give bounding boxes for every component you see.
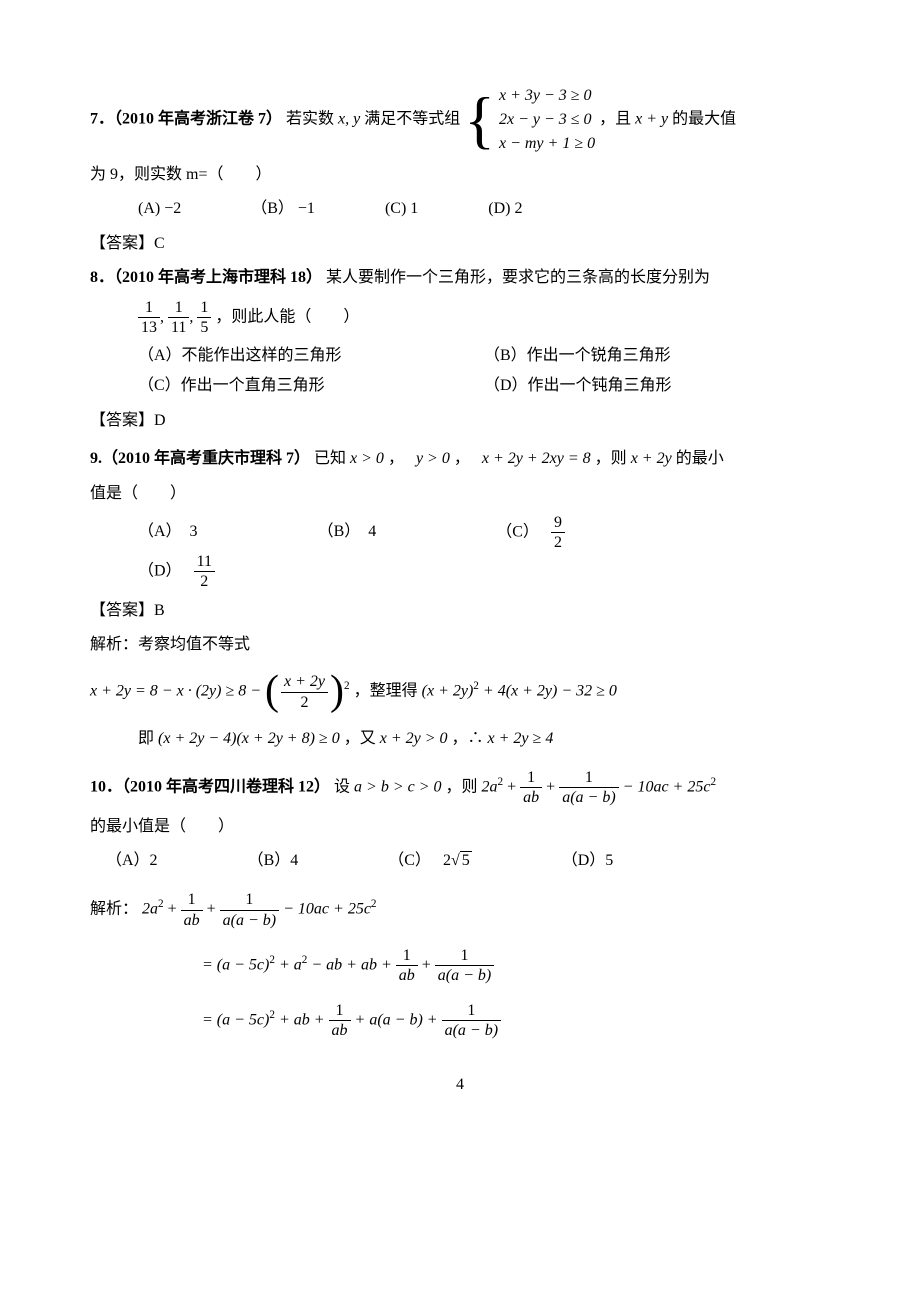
q9-c1: x > 0: [350, 450, 384, 467]
q9-stem-c: 的最小: [676, 450, 724, 467]
q8-frac1: 1 13: [138, 298, 160, 337]
q8-fractions: 1 13 , 1 11 , 1 5 ，则此人能（ ）: [90, 298, 830, 337]
q8-opt-c: （C）作出一个直角三角形: [138, 371, 484, 401]
q9-stem: 9.（2010 年高考重庆市理科 7） 已知 x > 0 ， y > 0 ， x…: [90, 444, 830, 474]
q9-c3: x + 2y + 2xy = 8: [482, 450, 591, 467]
q8-answer: 【答案】D: [90, 406, 830, 436]
q9-stem-b: ，则: [595, 450, 631, 467]
q10-sol-l2: = (a − 5c)2 + a2 − ab + ab + 1ab + 1a(a …: [154, 946, 830, 985]
q8-opt-b: （B）作出一个锐角三角形: [484, 341, 830, 371]
q7-sum: x + y: [635, 111, 668, 128]
q9-sol-label: 解析：考察均值不等式: [90, 630, 830, 660]
q10-options: （A）2 （B）4 （C） 25 （D）5: [90, 846, 830, 876]
q7-sys3: x − my + 1 ≥ 0: [499, 132, 595, 156]
q9-label: 9.（2010 年高考重庆市理科 7）: [90, 450, 310, 467]
q10-sol-l1: 解析： 2a2 + 1ab + 1a(a − b) − 10ac + 25c2: [90, 890, 830, 929]
q7-opt-c: (C) 1: [385, 194, 418, 224]
q7-opt-d: (D) 2: [488, 194, 522, 224]
q9-stem-a: 已知: [314, 450, 350, 467]
q7-answer: 【答案】C: [90, 229, 830, 259]
q8-frac2: 1 11: [168, 298, 189, 337]
page-number: 4: [90, 1070, 830, 1100]
q10-sol-l3: = (a − 5c)2 + ab + 1ab + a(a − b) + 1a(a…: [154, 1001, 830, 1040]
q8-opt-a: （A）不能作出这样的三角形: [138, 341, 484, 371]
q7-sys2: 2x − y − 3 ≤ 0: [499, 108, 595, 132]
q7-stem-a: 若实数: [286, 111, 338, 128]
q9-tail: 值是（ ）: [90, 479, 830, 509]
q7-opt-b: （B） −1: [251, 194, 315, 224]
q8-row2: （C）作出一个直角三角形 （D）作出一个钝角三角形: [90, 371, 830, 401]
q7-system: { x + 3y − 3 ≥ 0 2x − y − 3 ≤ 0 x − my +…: [464, 84, 595, 156]
q10-opt-c: （C） 25: [388, 846, 471, 876]
q10-opt-d: （D）5: [562, 846, 614, 876]
q8-label: 8．（2010 年高考上海市理科 18）: [90, 269, 322, 286]
q9-options: （A） 3 （B） 4 （C） 92 （D） 112: [90, 513, 830, 592]
q8-frac3: 1 5: [197, 298, 211, 337]
q8-stem: 8．（2010 年高考上海市理科 18） 某人要制作一个三角形，要求它的三条高的…: [90, 263, 830, 293]
q7-label: 7．（2010 年高考浙江卷 7）: [90, 111, 282, 128]
q10-f2: 1a(a − b): [559, 768, 618, 807]
q7-stem: 7．（2010 年高考浙江卷 7） 若实数 x, y 满足不等式组 { x + …: [90, 84, 830, 156]
q10-stem: 10．（2010 年高考四川卷理科 12） 设 a > b > c > 0 ，则…: [90, 768, 830, 807]
q10-tail: 的最小值是（ ）: [90, 812, 830, 842]
q7-options: (A) −2 （B） −1 (C) 1 (D) 2: [90, 194, 830, 224]
q7-vars: x, y: [338, 111, 360, 128]
q10-f1: 1ab: [520, 768, 542, 807]
q8-stem-text: 某人要制作一个三角形，要求它的三条高的长度分别为: [326, 269, 710, 286]
q8-row1: （A）不能作出这样的三角形 （B）作出一个锐角三角形: [90, 341, 830, 371]
q10-opt-b: （B）4: [248, 846, 299, 876]
q7-stem-c: ，且: [599, 111, 635, 128]
q7-tail: 为 9，则实数 m=（ ）: [90, 160, 830, 190]
q9-answer: 【答案】B: [90, 596, 830, 626]
q9-opt-d: （D） 112: [138, 552, 215, 591]
q8-tail: ，则此人能（ ）: [215, 308, 359, 325]
q7-stem-b: 满足不等式组: [364, 111, 460, 128]
q9-bigparen: ( x + 2y 2 ): [265, 672, 344, 711]
q10-opt-a: （A）2: [106, 846, 158, 876]
q9-c2: y > 0: [416, 450, 450, 467]
q9-opt-a: （A） 3: [138, 517, 198, 547]
q7-opt-a: (A) −2: [138, 194, 181, 224]
q8-opt-d: （D）作出一个钝角三角形: [484, 371, 830, 401]
q7-sys1: x + 3y − 3 ≥ 0: [499, 84, 595, 108]
q9-opt-c: （C） 92: [496, 513, 565, 552]
q9-sol-line1: x + 2y = 8 − x · (2y) ≥ 8 − ( x + 2y 2 )…: [90, 672, 830, 711]
q7-stem-d: 的最大值: [672, 111, 736, 128]
q9-expr: x + 2y: [631, 450, 672, 467]
q9-sol-line2: 即 (x + 2y − 4)(x + 2y + 8) ≥ 0 ，又 x + 2y…: [90, 724, 830, 754]
q9-opt-b: （B） 4: [318, 517, 377, 547]
q10-label: 10．（2010 年高考四川卷理科 12）: [90, 779, 330, 796]
